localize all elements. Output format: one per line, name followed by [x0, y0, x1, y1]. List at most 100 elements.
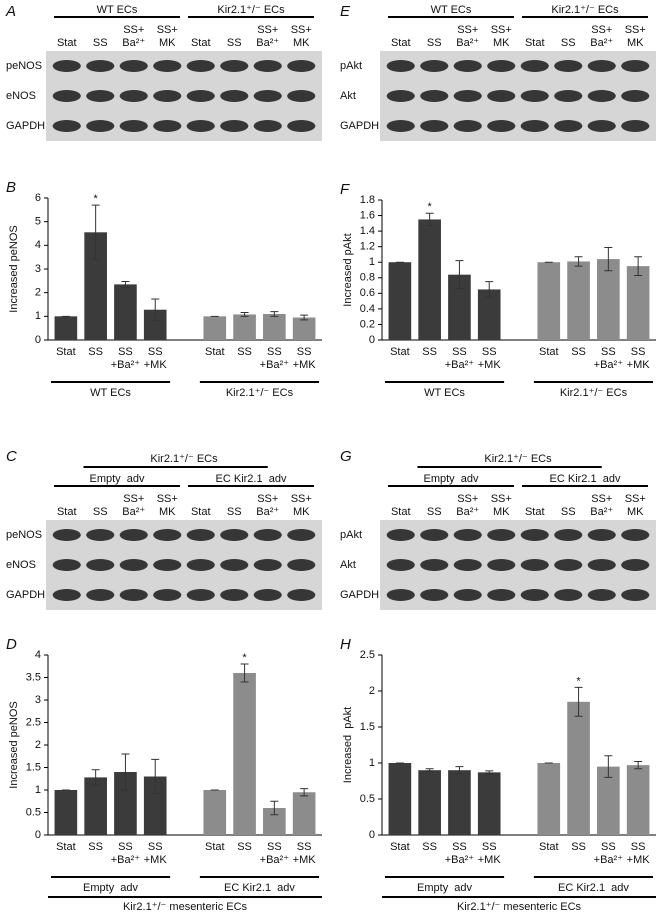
lane-label: SS+: [257, 493, 278, 505]
lane-label: SS+: [123, 493, 144, 505]
lane-label: Ba²⁺: [456, 37, 479, 49]
panel-letter: C: [6, 448, 17, 465]
y-axis-label: Increased peNOS: [8, 701, 20, 788]
error-bar: [485, 770, 494, 775]
band: [420, 90, 449, 102]
band: [420, 60, 449, 72]
footer-label: Kir2.1⁺/⁻ mesenteric ECs: [457, 901, 582, 913]
bar: [418, 770, 441, 835]
error-bar: [455, 260, 464, 290]
band: [587, 559, 616, 571]
group-label: EC Kir2.1 adv: [224, 882, 295, 894]
bar: [567, 261, 590, 340]
x-tick-label: +MK: [478, 359, 502, 371]
band: [554, 90, 583, 102]
band: [86, 559, 115, 571]
band: [153, 589, 182, 601]
band: [287, 589, 316, 601]
lane-label: Ba²⁺: [456, 506, 479, 518]
error-bar: [634, 256, 643, 276]
band: [52, 60, 81, 72]
error-bar: [91, 769, 100, 786]
x-tick-label: SS: [267, 841, 282, 853]
x-tick-label: SS: [571, 346, 586, 358]
bar: [292, 792, 316, 835]
lane-label: Ba²⁺: [590, 37, 613, 49]
row-label: GAPDH: [340, 120, 379, 132]
lane-label: SS: [561, 506, 576, 518]
x-tick-label: SS: [601, 346, 616, 358]
band: [487, 90, 516, 102]
x-tick-label: +Ba²⁺: [594, 359, 624, 371]
band: [621, 589, 650, 601]
band: [587, 589, 616, 601]
panel-letter: H: [340, 636, 351, 653]
band: [554, 60, 583, 72]
band: [52, 90, 81, 102]
x-tick-label: SS: [118, 841, 133, 853]
bar: [143, 309, 167, 340]
band: [487, 60, 516, 72]
error-bar: [240, 663, 249, 683]
annotation: *: [94, 193, 99, 205]
error-bar: [425, 212, 434, 227]
lane-label: Ba²⁺: [122, 37, 145, 49]
band: [220, 589, 249, 601]
row-label: pAkt: [340, 529, 362, 541]
x-tick-label: SS: [482, 841, 497, 853]
bar: [54, 790, 78, 835]
x-tick-label: Stat: [56, 841, 76, 853]
lane-label: SS+: [123, 24, 144, 36]
bar: [54, 316, 78, 340]
y-tick-label: 0.2: [360, 318, 375, 330]
band: [186, 90, 215, 102]
blot-header: Empty adv: [89, 473, 145, 485]
lane-label: SS+: [591, 24, 612, 36]
blot-header: Kir2.1⁺/⁻ ECs: [217, 4, 285, 16]
band: [220, 90, 249, 102]
lane-label: SS+: [291, 24, 312, 36]
row-label: GAPDH: [6, 589, 45, 601]
band: [487, 529, 516, 541]
band: [386, 120, 415, 132]
lane-label: SS+: [491, 24, 512, 36]
group-label: Empty adv: [83, 882, 139, 894]
bar: [418, 219, 441, 340]
lane-label: MK: [493, 37, 510, 49]
y-tick-label: 0.5: [26, 806, 41, 818]
band: [587, 529, 616, 541]
x-tick-label: SS: [422, 346, 437, 358]
error-bar: [300, 788, 309, 797]
band: [621, 559, 650, 571]
lane-label: SS+: [291, 493, 312, 505]
y-tick-label: 1.5: [360, 721, 375, 733]
bar: [203, 316, 227, 340]
band: [153, 90, 182, 102]
band: [420, 589, 449, 601]
band: [554, 559, 583, 571]
lane-label: MK: [627, 506, 644, 518]
band: [86, 589, 115, 601]
lane-label: SS: [93, 37, 108, 49]
error-bar: [604, 755, 613, 778]
y-tick-label: 0: [369, 829, 375, 841]
y-tick-label: 4: [35, 239, 41, 251]
x-tick-label: SS: [237, 841, 252, 853]
bar: [597, 259, 620, 340]
band: [186, 529, 215, 541]
band: [119, 90, 148, 102]
band: [253, 120, 282, 132]
x-tick-label: Stat: [56, 346, 76, 358]
x-tick-label: Stat: [205, 346, 225, 358]
band: [487, 589, 516, 601]
band: [386, 60, 415, 72]
band: [119, 589, 148, 601]
band: [153, 559, 182, 571]
band: [520, 60, 549, 72]
row-label: peNOS: [6, 60, 42, 72]
band: [453, 559, 482, 571]
row-label: pAkt: [340, 60, 362, 72]
bar: [263, 808, 286, 835]
lane-label: MK: [159, 37, 176, 49]
x-tick-label: SS: [148, 841, 163, 853]
